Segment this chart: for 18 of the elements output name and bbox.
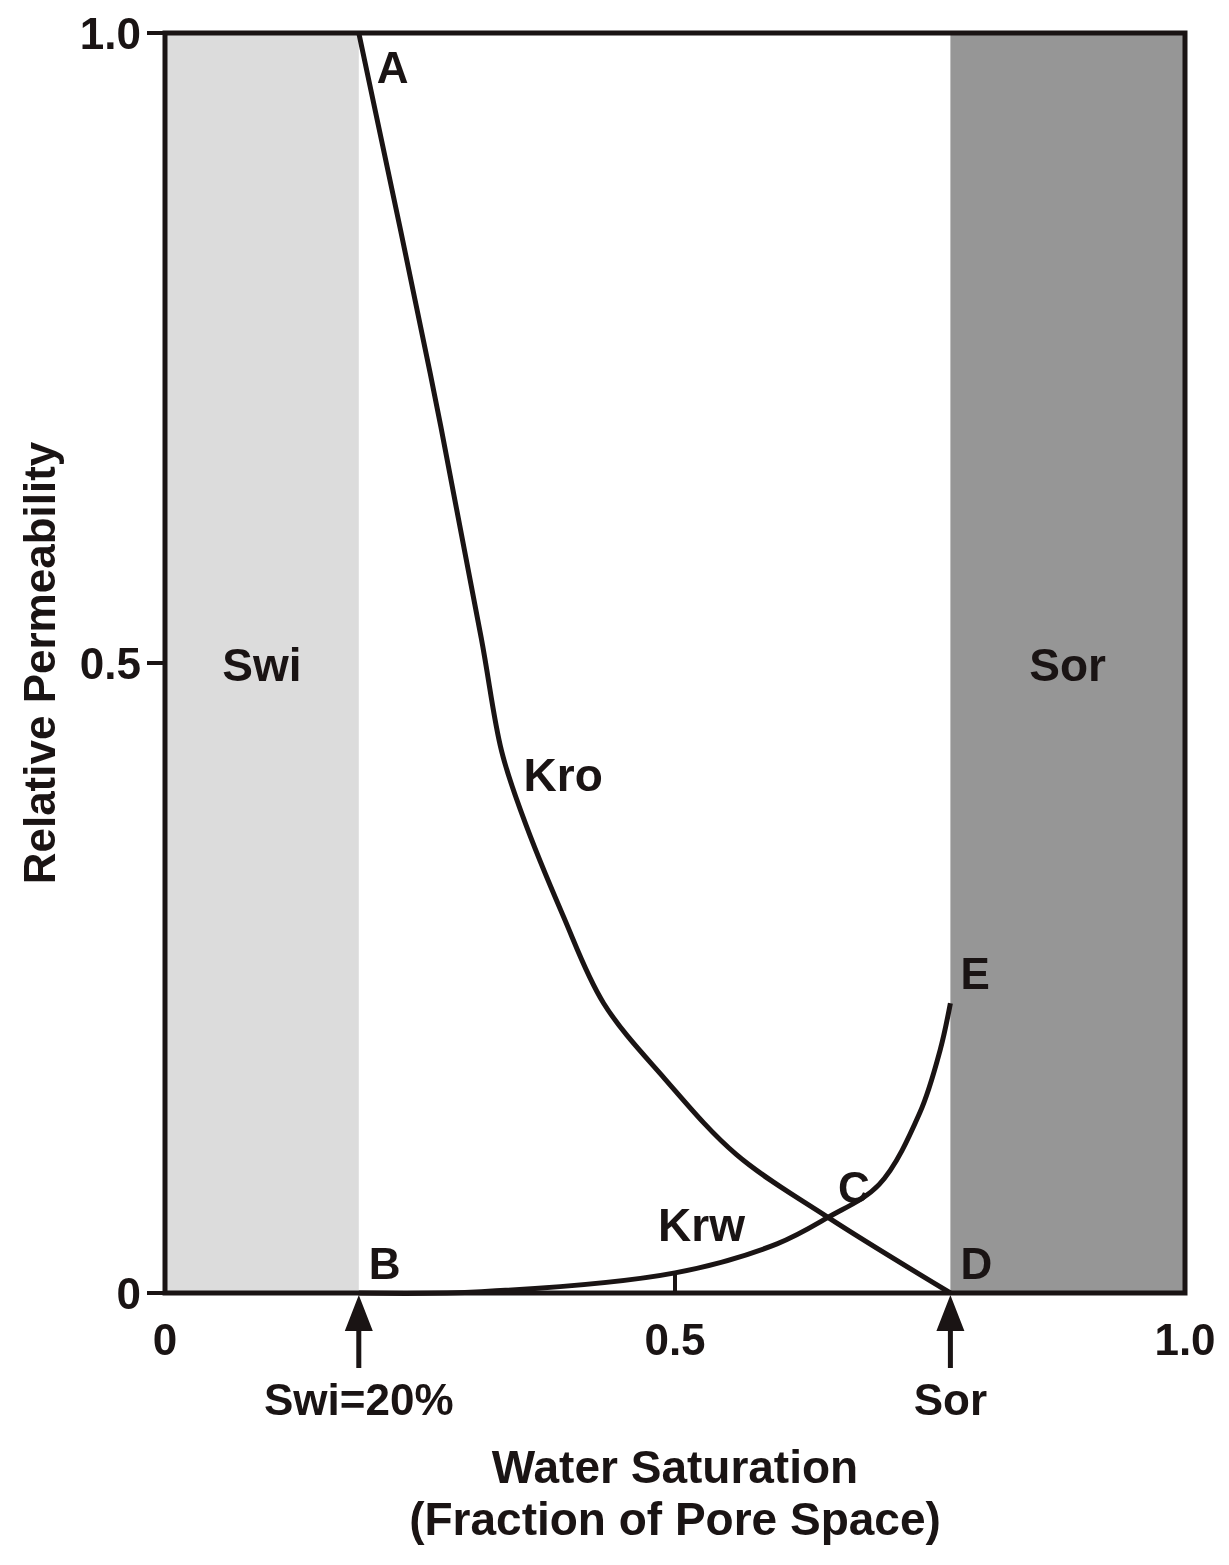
x-tick-label: 0.5 xyxy=(644,1315,706,1364)
band-label: Sor xyxy=(1029,639,1107,691)
x-axis-title: Water Saturation (Fraction of Pore Space) xyxy=(409,1441,941,1545)
text: Swi=20% xyxy=(264,1375,454,1424)
y-tick-label: 0 xyxy=(116,1269,141,1318)
y-tick-label: 0.5 xyxy=(79,639,141,688)
series-label: Krw xyxy=(658,1198,746,1251)
x-tick-label: 1.0 xyxy=(1154,1315,1216,1364)
y-axis-title: Relative Permeability xyxy=(15,441,64,885)
annotation: D xyxy=(960,1239,993,1288)
annotation: E xyxy=(960,949,990,999)
annotation: A xyxy=(376,43,409,92)
annotation: B xyxy=(368,1239,401,1288)
x-tick-label: 0 xyxy=(152,1315,178,1364)
text: Sor xyxy=(913,1375,988,1424)
y-tick-label: 1.0 xyxy=(79,9,141,58)
band-label: Swi xyxy=(222,639,302,691)
series-label: Kro xyxy=(523,749,603,802)
